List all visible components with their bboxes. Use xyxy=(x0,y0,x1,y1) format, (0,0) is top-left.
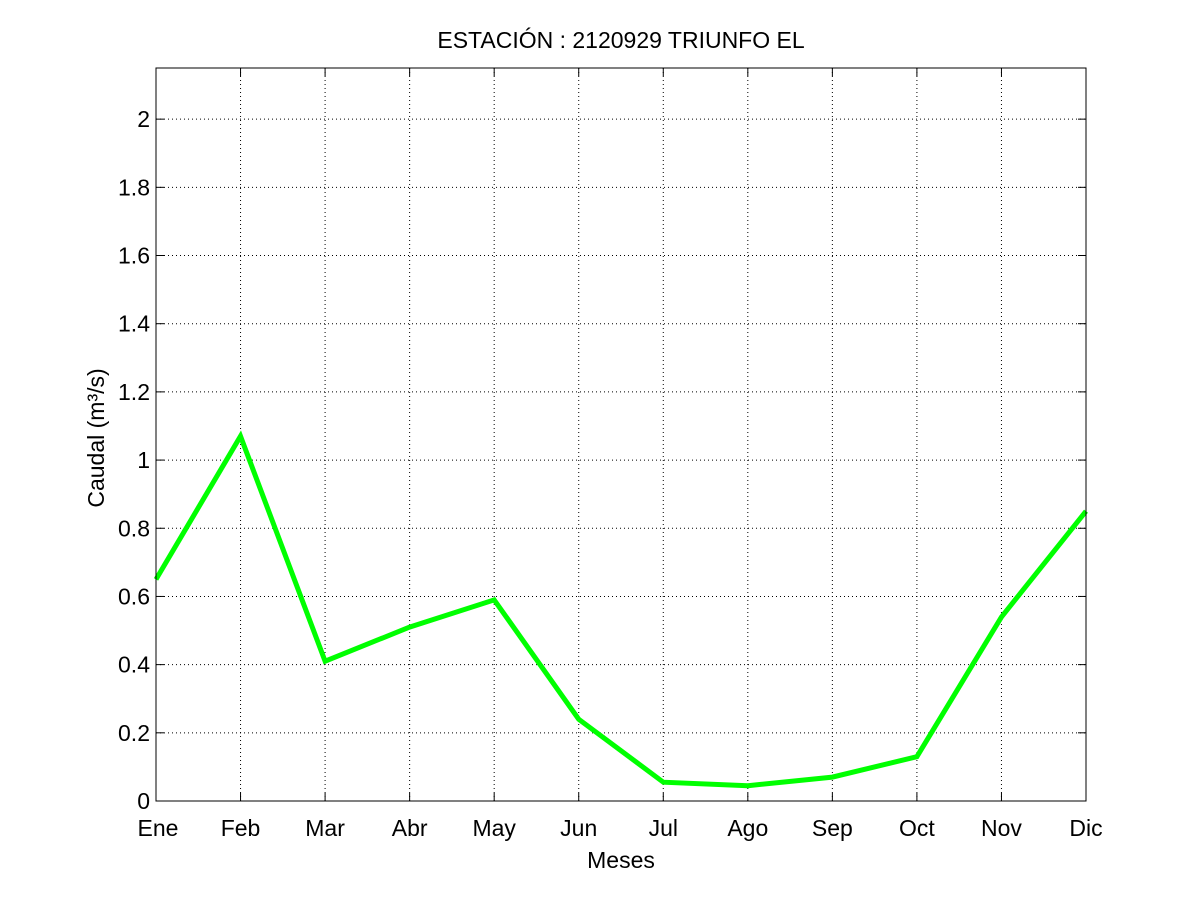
x-tick-label: Mar xyxy=(305,815,345,841)
y-axis-title: Caudal (m³/s) xyxy=(83,368,109,507)
y-tick-label: 0.2 xyxy=(118,720,150,746)
y-tick-label: 0.4 xyxy=(118,652,150,678)
y-tick-label: 1.2 xyxy=(118,379,150,405)
plot-area xyxy=(156,68,1086,801)
x-tick-label: Ago xyxy=(727,815,768,841)
y-tick-label: 1.4 xyxy=(118,311,150,337)
y-tick-label: 0 xyxy=(137,788,150,814)
y-tick-label: 2 xyxy=(137,106,150,132)
y-tick-label: 1 xyxy=(137,447,150,473)
x-tick-label: Dic xyxy=(1069,815,1102,841)
y-tick-labels: 0 0.2 0.4 0.6 0.8 1 1.2 1.4 1.6 1.8 2 xyxy=(118,106,150,814)
x-tick-label: Abr xyxy=(392,815,428,841)
y-tick-label: 0.8 xyxy=(118,515,150,541)
x-tick-label: Ene xyxy=(138,815,179,841)
y-tick-label: 1.6 xyxy=(118,243,150,269)
y-tick-label: 1.8 xyxy=(118,174,150,200)
y-tick-label: 0.6 xyxy=(118,583,150,609)
x-tick-label: Sep xyxy=(812,815,853,841)
x-tick-label: Feb xyxy=(221,815,261,841)
x-tick-label: Jun xyxy=(560,815,597,841)
x-tick-label: May xyxy=(472,815,516,841)
x-tick-label: Nov xyxy=(981,815,1022,841)
x-tick-label: Jul xyxy=(649,815,678,841)
chart-title: ESTACIÓN : 2120929 TRIUNFO EL xyxy=(437,27,804,53)
x-axis-title: Meses xyxy=(587,847,655,873)
x-tick-labels: Ene Feb Mar Abr May Jun Jul Ago Sep Oct Nov Dic xyxy=(138,815,1103,841)
x-tick-label: Oct xyxy=(899,815,935,841)
